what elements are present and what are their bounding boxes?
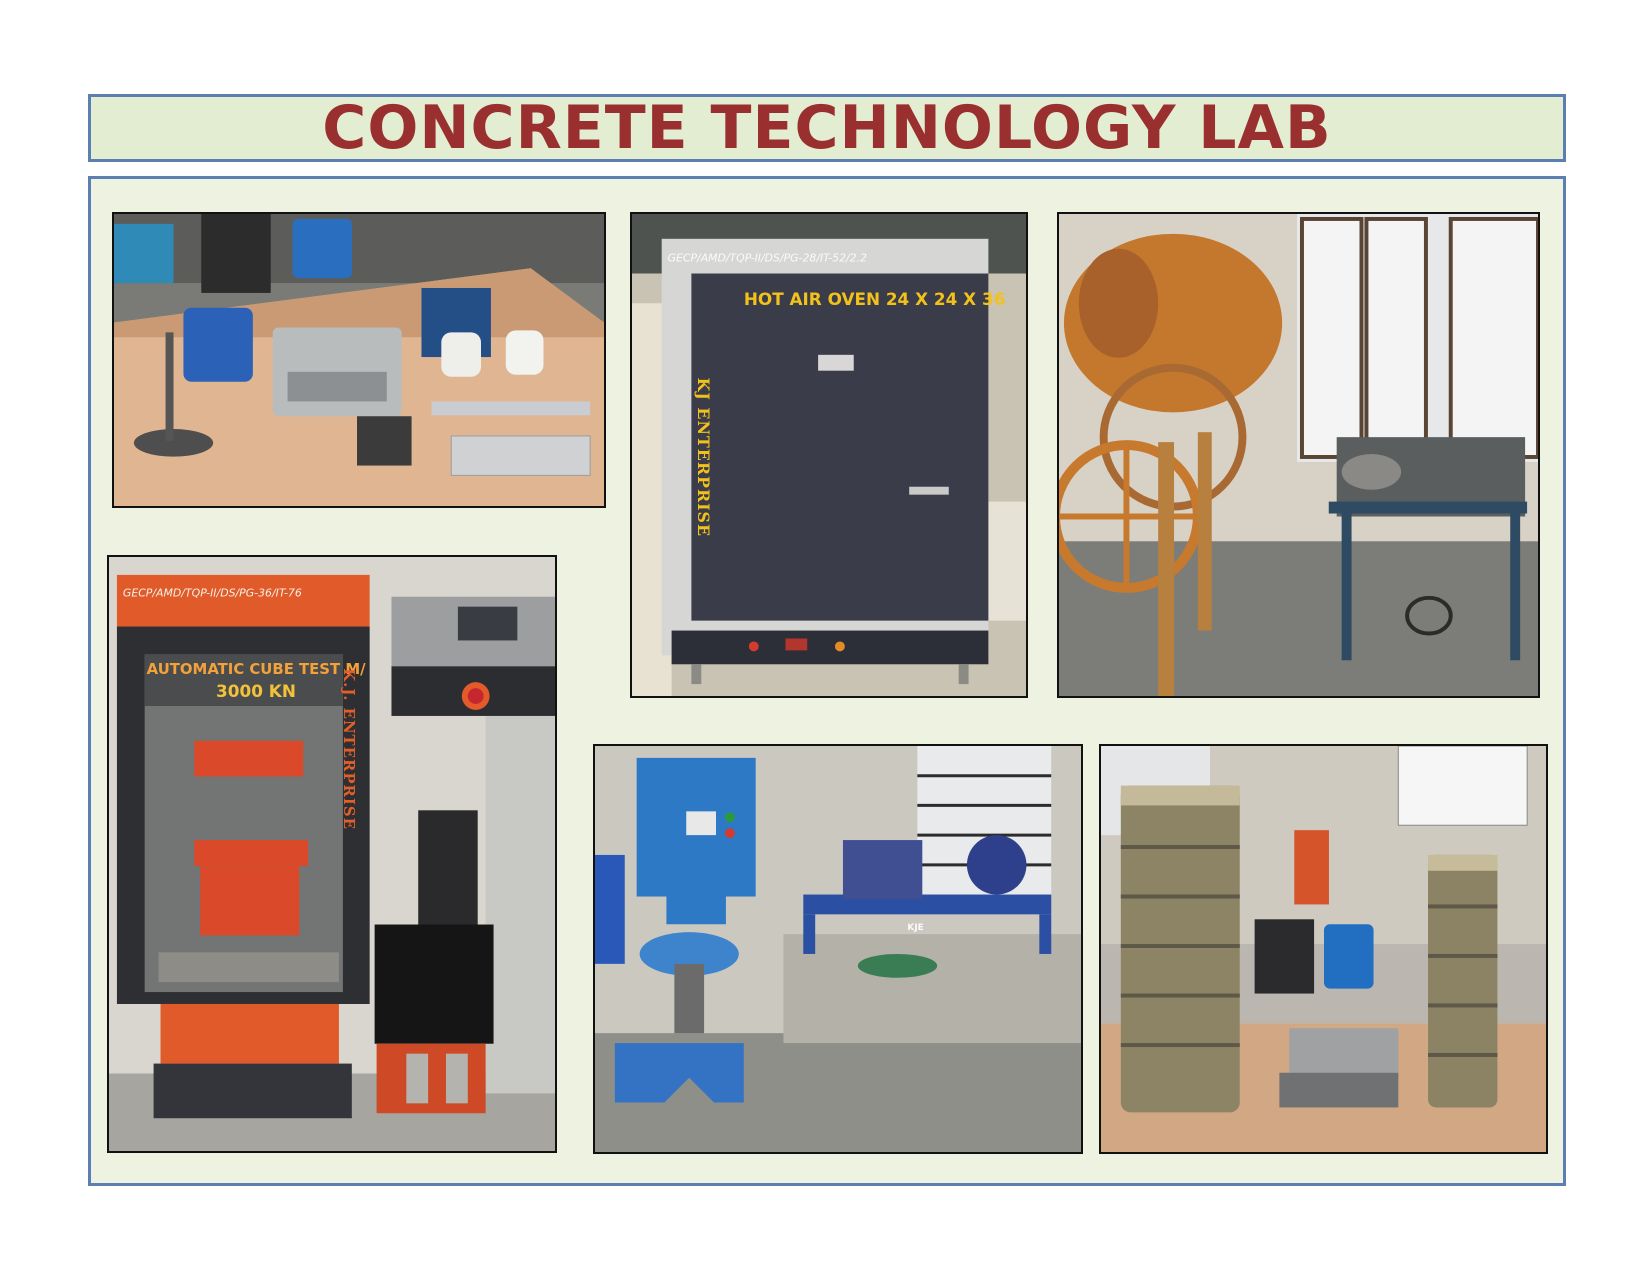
photo-mortar-mixer-vibrator: KJE: [593, 744, 1083, 1154]
photo-compression-testing-machine: GECP/AMD/TQP-II/DS/PG-36/IT-76 AUTOMATIC…: [107, 555, 557, 1153]
photo-sieve-stacks: [1099, 744, 1548, 1154]
ctm-heading-line1: AUTOMATIC CUBE TEST M/: [147, 660, 366, 678]
page-title: CONCRETE TECHNOLOGY LAB: [322, 93, 1332, 163]
ctm-brand-text: K.J. ENTERPRISE: [340, 668, 358, 830]
photo-workbench: [112, 212, 606, 508]
oven-tag-text: GECP/AMD/TQP-II/DS/PG-28/IT-52/2.2: [668, 252, 867, 265]
concrete-mixer-image: [1059, 214, 1538, 696]
photo-concrete-mixer: [1057, 212, 1540, 698]
workbench-image: [114, 214, 604, 506]
photo-hot-air-oven: GECP/AMD/TQP-II/DS/PG-28/IT-52/2.2 HOT A…: [630, 212, 1028, 698]
oven-brand-text: KJ ENTERPRISE: [694, 378, 713, 537]
mortar-mixer-vibrator-image: KJE: [595, 746, 1081, 1152]
title-banner: CONCRETE TECHNOLOGY LAB: [88, 94, 1566, 162]
hot-air-oven-image: GECP/AMD/TQP-II/DS/PG-28/IT-52/2.2 HOT A…: [632, 214, 1026, 696]
compression-testing-machine-image: GECP/AMD/TQP-II/DS/PG-36/IT-76 AUTOMATIC…: [109, 557, 555, 1151]
oven-heading-text: HOT AIR OVEN 24 X 24 X 36: [744, 289, 1006, 309]
sieve-stacks-image: [1101, 746, 1546, 1152]
ctm-tag-text: GECP/AMD/TQP-II/DS/PG-36/IT-76: [123, 587, 302, 600]
ctm-heading-line2: 3000 KN: [216, 681, 296, 701]
kje-plate-text: KJE: [907, 923, 923, 933]
